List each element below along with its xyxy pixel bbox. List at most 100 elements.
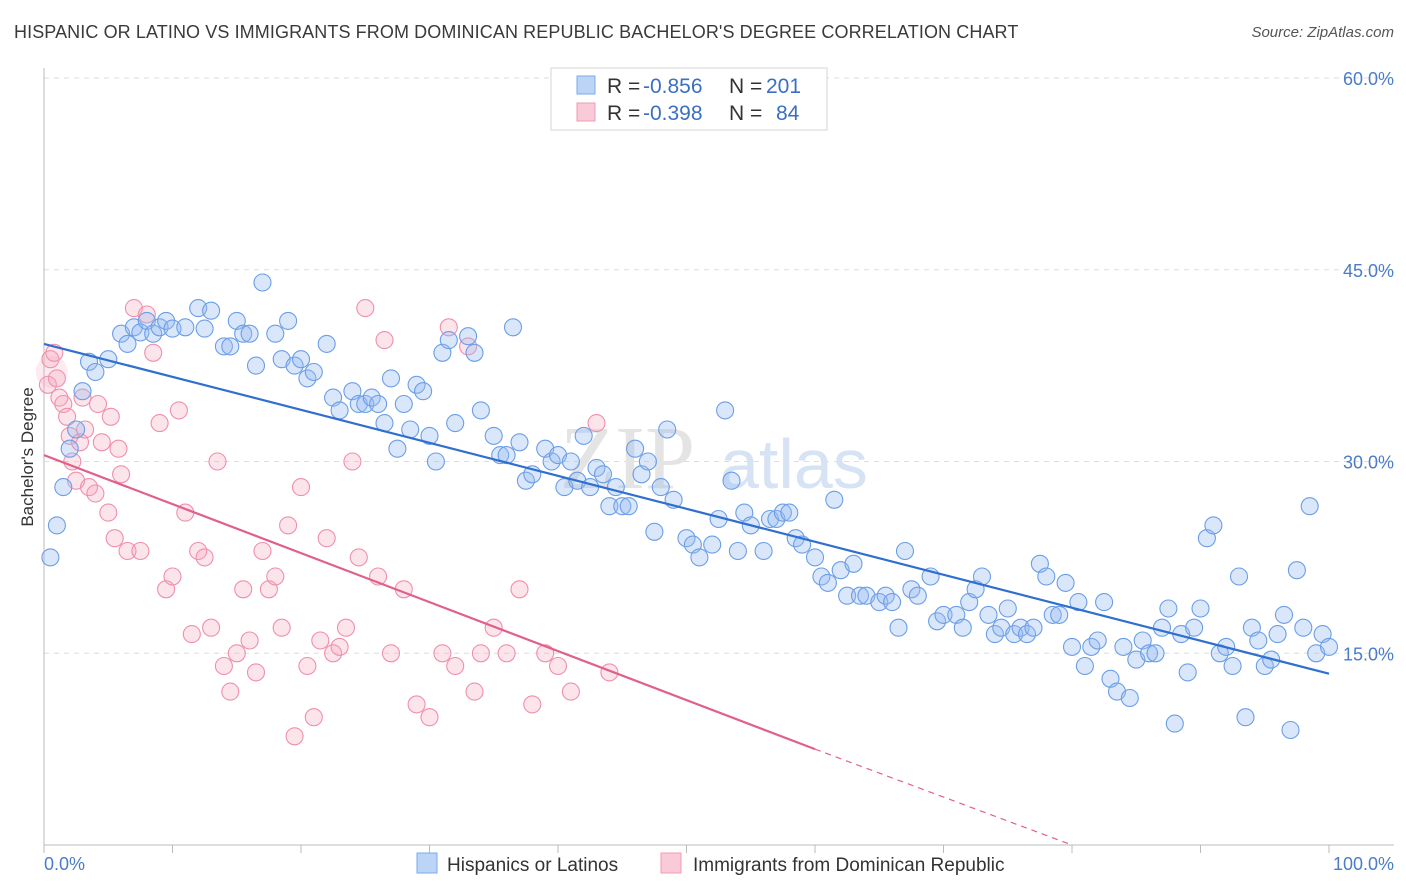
dominican-point (118, 541, 137, 561)
dominican-point (330, 637, 349, 656)
hispanic-point (934, 605, 953, 624)
y-axis-title: Bachelor's Degree (18, 387, 37, 526)
dominican-point (446, 656, 465, 676)
hispanic-point (818, 573, 837, 592)
stats-legend: R = -0.856 N = 201 R = -0.398 N = 84 (550, 67, 828, 131)
hispanic-point (1319, 637, 1339, 656)
hispanic-point (317, 334, 336, 353)
hispanic-point (1082, 637, 1101, 656)
hispanic-point (304, 362, 323, 382)
dominican-point (73, 388, 92, 407)
hispanic-point (1005, 625, 1024, 644)
hispanic-point (1088, 631, 1107, 650)
stats-legend-r-label-pink: R = (607, 102, 640, 125)
hispanic-point (619, 497, 638, 516)
dominican-point (182, 625, 201, 644)
stats-legend-n-value-blue: 201 (766, 75, 801, 98)
hispanic-point (1185, 618, 1204, 637)
hispanic-point (1268, 625, 1287, 644)
dominican-point (150, 414, 169, 433)
hispanic-point (574, 426, 593, 445)
dominican-point (214, 656, 233, 676)
dominican-point (221, 682, 240, 701)
hispanic-point (587, 458, 606, 477)
hispanic-point (1069, 593, 1088, 612)
hispanic-point (510, 433, 529, 452)
hispanic-point (330, 401, 349, 420)
hispanic-point (60, 439, 79, 458)
dominican-point (510, 580, 529, 599)
hispanic-point (998, 599, 1017, 618)
dominican-point (169, 401, 188, 420)
dominican-point (497, 644, 516, 663)
dominican-point (109, 439, 128, 458)
hispanic-point (883, 593, 902, 612)
dominican-point (163, 567, 182, 586)
dominican-point (375, 331, 394, 350)
hispanic-point (542, 452, 561, 471)
hispanic-point (561, 452, 580, 471)
bottom-legend: Hispanics or Latinos Immigrants from Dom… (416, 852, 1005, 876)
dominican-point (99, 503, 118, 522)
dominican-point (101, 407, 120, 426)
hispanic-point (516, 471, 535, 490)
hispanic-point (1204, 516, 1223, 535)
hispanic-point (1095, 593, 1114, 612)
hispanic-point (812, 567, 831, 586)
hispanic-point (176, 318, 195, 337)
hispanic-point (985, 625, 1004, 644)
dominican-point (266, 567, 285, 586)
hispanic-point (953, 618, 972, 637)
hispanic-point (240, 324, 259, 343)
hispanic-point (722, 471, 741, 490)
hispanic-point (118, 334, 137, 353)
dominican-point (587, 414, 606, 433)
hispanic-point (728, 541, 747, 561)
hispanic-point (1056, 573, 1075, 592)
hispanic-point (1159, 599, 1178, 618)
dominican-point (523, 695, 542, 714)
hispanic-point (459, 327, 478, 346)
hispanic-point (850, 586, 870, 605)
dominican-point (137, 305, 156, 324)
legend-swatch-dominican (660, 852, 682, 874)
hispanic-point (716, 401, 735, 420)
hispanic-point (1152, 618, 1172, 637)
hispanic-point (754, 541, 773, 561)
hispanic-point (67, 420, 86, 439)
hispanic-point (613, 497, 632, 516)
hispanic-point (41, 548, 60, 567)
watermark-atlas: atlas (720, 425, 868, 503)
chart-source: Source: ZipAtlas.com (1251, 24, 1394, 41)
dominican-point (324, 644, 343, 663)
hispanic-point (1075, 656, 1094, 676)
hispanic-point (1114, 637, 1133, 656)
dominican-point (189, 541, 208, 561)
hispanic-point (362, 388, 381, 407)
dominican-point (47, 369, 66, 388)
hispanic-point (465, 343, 484, 362)
dominican-point (465, 682, 484, 701)
hispanic-point (600, 497, 619, 516)
dominican-point (79, 478, 99, 497)
hispanic-point (780, 503, 799, 522)
dominican-point (112, 465, 131, 484)
stats-legend-r-value-pink: -0.398 (643, 102, 703, 125)
dominican-point (471, 644, 490, 663)
dominican-point (86, 484, 105, 503)
dominican-point (304, 708, 323, 727)
dominican-point (144, 343, 163, 362)
hispanic-point (1146, 644, 1165, 663)
hispanic-point (381, 369, 401, 388)
hispanic-point (214, 337, 233, 356)
hispanic-point (908, 586, 927, 605)
dominican-point (343, 452, 362, 471)
hispanic-point (895, 541, 915, 561)
hispanic-point (279, 311, 298, 330)
x-ticks (43, 845, 1330, 853)
hispanic-point (1178, 663, 1197, 682)
hispanic-point (253, 273, 272, 292)
dominican-point (433, 644, 452, 663)
dominican-point (536, 644, 555, 663)
